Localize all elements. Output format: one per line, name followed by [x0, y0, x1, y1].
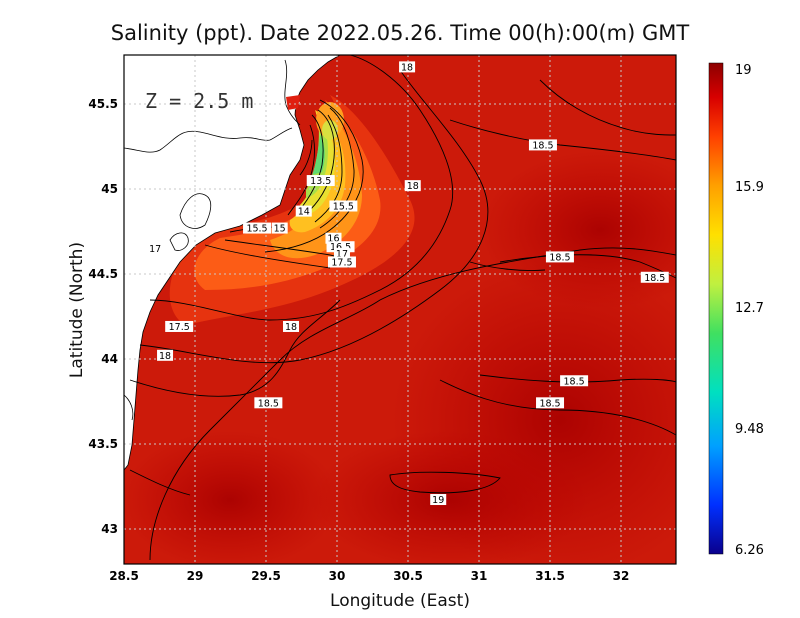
x-tick-label: 28.5 [109, 569, 139, 583]
contour-label-text: 18.5 [644, 273, 665, 284]
y-axis-title: Latitude (North) [67, 242, 87, 378]
y-axis: 43 43.5 44 44.5 45 45.5 Latitude (North) [67, 97, 118, 536]
y-tick-label: 45 [101, 182, 118, 196]
contour-label-text: 17 [336, 249, 348, 260]
land-mass [124, 55, 340, 470]
x-tick-label: 32 [613, 569, 630, 583]
x-tick-label: 29 [187, 569, 204, 583]
colorbar-tick-label: 19 [735, 63, 752, 78]
contour-label-text: 14 [298, 207, 310, 218]
contour-label-text: 18 [285, 322, 297, 333]
contour-label: 16 [325, 232, 342, 245]
contour-label-text: 15 [274, 224, 286, 235]
contour-label: 17 [333, 248, 350, 260]
contour-label-text: 18.5 [549, 252, 570, 263]
colorbar: 19 15.9 12.7 9.48 6.26 [708, 62, 764, 558]
plot-frame [123, 54, 677, 565]
contour-label: 18 [157, 349, 174, 362]
contour-label-text: 15.5 [246, 224, 267, 235]
contour-label: 18 [399, 61, 416, 73]
colorbar-ramp [708, 62, 724, 555]
colorbar-tick-label: 9.48 [735, 422, 764, 437]
contour-label-text: 17 [149, 244, 161, 255]
contour-label-text: 16.5 [330, 242, 351, 253]
contour-label-text: 16 [327, 234, 339, 245]
contour-label-text: 18.5 [564, 376, 585, 387]
contour-label-text: 15.5 [333, 202, 354, 213]
plot-area [124, 55, 676, 564]
contour-label-text: 18 [159, 351, 171, 362]
x-tick-label: 31 [471, 569, 488, 583]
contour-label: 18.5 [545, 251, 574, 263]
colorbar-tick-label: 6.26 [735, 543, 764, 558]
contour-label: 18.5 [640, 271, 669, 284]
x-tick-label: 30.5 [393, 569, 423, 583]
contour-label-text: 17.5 [331, 257, 352, 268]
y-tick-label: 43.5 [88, 437, 118, 451]
contour-label: 18.5 [560, 375, 589, 387]
contour-label: 18.5 [528, 139, 557, 151]
x-tick-label: 30 [329, 569, 346, 583]
contour-label: 18.5 [254, 397, 283, 409]
colorbar-tick-label: 15.9 [735, 180, 764, 195]
contour-label: 15.5 [329, 200, 358, 213]
x-axis-title: Longitude (East) [330, 591, 470, 611]
contour-label-text: 18 [407, 181, 419, 192]
contour-label: 17.5 [165, 320, 194, 333]
y-tick-label: 44 [101, 352, 118, 366]
contour-label: 17.5 [327, 256, 356, 268]
contour-label-text: 18.5 [539, 398, 560, 409]
x-axis: 28.5 29 29.5 30 30.5 31 31.5 32 Longitud… [109, 569, 629, 611]
x-tick-label: 29.5 [251, 569, 281, 583]
contour-lines [129, 55, 676, 561]
contour-label: 18 [404, 180, 421, 192]
contour-label: 18 [283, 320, 300, 333]
x-tick-label: 31.5 [535, 569, 565, 583]
contour-label: 15.5 [243, 222, 272, 235]
contour-label-text: 13.5 [310, 176, 331, 187]
contour-label-text: 17.5 [169, 322, 190, 333]
contour-label: 13.5 [306, 175, 335, 187]
contour-label: 18.5 [536, 397, 565, 409]
contour-label: 17 [147, 242, 164, 255]
contour-label-text: 18.5 [258, 398, 279, 409]
y-tick-label: 45.5 [88, 97, 118, 111]
y-tick-label: 44.5 [88, 267, 118, 281]
contour-label: 15 [271, 222, 288, 235]
grid-lines [124, 55, 676, 564]
depth-label: Z = 2.5 m [145, 89, 253, 113]
contour-label-text: 18.5 [532, 140, 553, 151]
contour-label: 16.5 [326, 241, 355, 253]
map-title: Salinity (ppt). Date 2022.05.26. Time 00… [111, 21, 690, 45]
contour-label-text: 19 [432, 495, 444, 506]
contour-label-text: 18 [401, 62, 413, 73]
contour-label: 14 [295, 205, 312, 218]
contour-label: 19 [430, 494, 447, 506]
colorbar-tick-label: 12.7 [735, 301, 764, 316]
y-tick-label: 43 [101, 522, 118, 536]
